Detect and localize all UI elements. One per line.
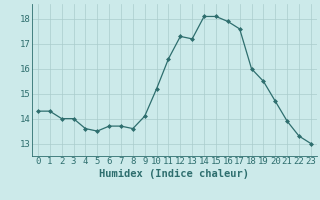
X-axis label: Humidex (Indice chaleur): Humidex (Indice chaleur) bbox=[100, 169, 249, 179]
